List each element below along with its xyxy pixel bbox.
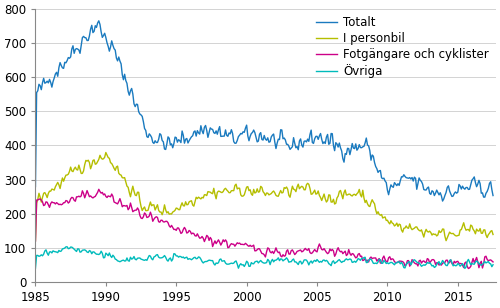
Övriga [136, 256, 141, 260]
Line: Fotgängare och cyklister: Fotgängare och cyklister [36, 189, 493, 269]
Totalt [490, 194, 496, 197]
Övriga [462, 266, 468, 270]
I personbil [32, 239, 38, 243]
Övriga [490, 263, 496, 267]
Totalt [179, 129, 185, 133]
I personbil [179, 201, 185, 205]
I personbil [136, 190, 141, 194]
I personbil [490, 233, 496, 236]
Fotgängare och cyklister [463, 260, 469, 264]
Totalt [435, 191, 441, 194]
Line: I personbil: I personbil [36, 152, 493, 241]
Totalt [96, 19, 102, 23]
Fotgängare och cyklister [466, 267, 471, 270]
I personbil [330, 197, 336, 201]
Fotgängare och cyklister [32, 239, 38, 243]
Övriga [179, 256, 185, 259]
Fotgängare och cyklister [96, 188, 102, 191]
Övriga [330, 259, 336, 263]
Line: Övriga: Övriga [36, 247, 493, 268]
Fotgängare och cyklister [415, 264, 421, 268]
Fotgängare och cyklister [136, 208, 141, 212]
Övriga [464, 260, 470, 263]
Fotgängare och cyklister [490, 260, 496, 264]
Övriga [32, 266, 38, 270]
Fotgängare och cyklister [330, 249, 336, 253]
Totalt [330, 144, 336, 147]
Totalt [32, 185, 38, 188]
Totalt [440, 199, 446, 203]
I personbil [103, 151, 109, 154]
I personbil [435, 233, 441, 237]
Line: Totalt: Totalt [36, 21, 493, 201]
Övriga [435, 261, 441, 265]
I personbil [463, 229, 469, 232]
I personbil [415, 227, 421, 231]
Övriga [64, 245, 70, 249]
Övriga [415, 261, 421, 265]
Totalt [136, 110, 141, 114]
Fotgängare och cyklister [435, 261, 441, 265]
Totalt [415, 181, 421, 185]
Fotgängare och cyklister [179, 231, 185, 234]
Totalt [464, 186, 470, 189]
Legend: Totalt, I personbil, Fotgängare och cyklister, Övriga: Totalt, I personbil, Fotgängare och cykl… [311, 11, 494, 83]
